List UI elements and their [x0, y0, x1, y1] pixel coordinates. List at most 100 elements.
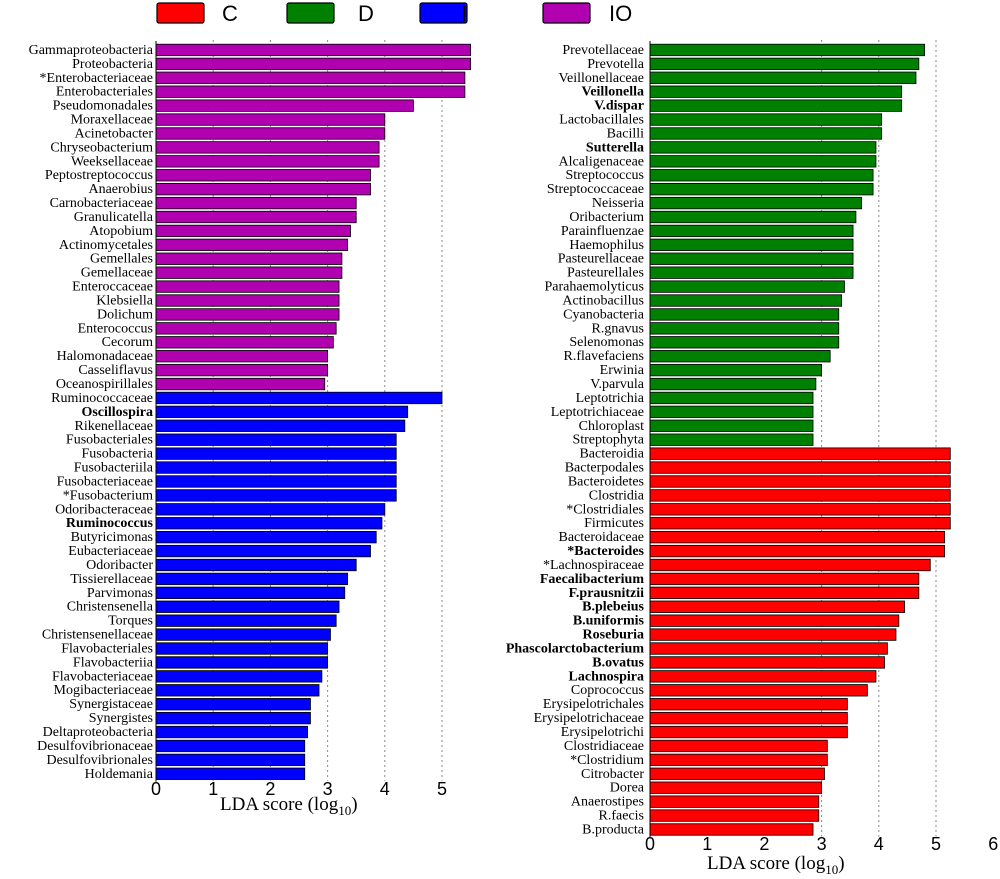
- right-bar-label-46: Coprococcus: [571, 683, 644, 698]
- left-bar-label-44: Flavobacteriia: [73, 655, 154, 670]
- left-bar-label-22: Halomonadaceae: [57, 349, 153, 364]
- right-bar-45: [649, 670, 877, 683]
- left-bar-39: [155, 586, 346, 599]
- right-x-axis-title-main: LDA score (log: [707, 853, 826, 874]
- left-bar-17: [155, 280, 340, 293]
- right-bar-label-36: *Bacteroides: [567, 544, 644, 559]
- left-bar-0: [155, 43, 472, 57]
- left-bar-label-40: Christensenella: [67, 600, 154, 615]
- right-bar-16: [649, 266, 854, 279]
- right-bar-label-15: Pasteurellaceae: [558, 252, 644, 267]
- right-bar-27: [649, 419, 814, 432]
- right-bar-12: [649, 210, 857, 224]
- right-bar-48: [649, 711, 848, 725]
- right-bar-label-45: Lachnospira: [569, 669, 644, 684]
- left-bar-11: [155, 196, 357, 210]
- right-bar-10: [649, 183, 874, 196]
- left-x-axis-title: LDA score (log10): [220, 794, 358, 818]
- right-bar-label-22: R.flavefaciens: [564, 349, 644, 364]
- left-bar-26: [155, 405, 409, 419]
- left-bar-43: [155, 642, 329, 655]
- left-x-axis-title-close: ): [351, 794, 357, 815]
- right-bar-7: [649, 141, 877, 154]
- left-bar-15: [155, 252, 343, 265]
- right-bar-label-11: Neisseria: [592, 196, 645, 211]
- left-bar-47: [155, 698, 311, 711]
- left-bar-label-45: Flavobacteriaceae: [52, 669, 153, 684]
- left-bar-label-33: Odoribacteraceae: [55, 502, 153, 517]
- right-bar-36: [649, 544, 945, 558]
- right-bar-24: [649, 377, 817, 391]
- left-bar-10: [155, 183, 371, 196]
- right-bar-label-35: Bacteroidaceae: [559, 530, 645, 545]
- right-bar-25: [649, 391, 814, 405]
- right-bar-49: [649, 725, 848, 739]
- left-bar-label-26: Oscillospira: [81, 405, 153, 420]
- left-bar-18: [155, 294, 340, 307]
- right-bar-label-29: Bacteroidia: [579, 447, 644, 462]
- left-bar-31: [155, 475, 397, 488]
- left-bar-label-24: Oceanospirillales: [56, 377, 153, 392]
- right-bar-label-23: Erwinia: [600, 363, 645, 378]
- right-xtick-5: 5: [931, 834, 941, 854]
- left-bar-label-42: Christensenellaceae: [42, 628, 153, 643]
- left-bar-3: [155, 85, 466, 98]
- left-bar-label-38: Tissierellaceae: [70, 572, 153, 587]
- right-bar-label-34: Firmicutes: [584, 516, 644, 531]
- right-bar-2: [649, 71, 917, 84]
- right-bar-3: [649, 85, 903, 98]
- right-bar-label-38: Faecalibacterium: [540, 572, 645, 587]
- right-xtick-3: 3: [817, 834, 827, 854]
- left-bar-52: [155, 767, 306, 780]
- right-bar-label-8: Alcaligenaceae: [559, 154, 645, 169]
- right-bar-label-0: Prevotellaceae: [562, 43, 644, 58]
- right-bar-39: [649, 586, 920, 599]
- right-bar-label-43: Phascolarctobacterium: [506, 641, 644, 656]
- left-bar-32: [155, 489, 397, 502]
- left-bar-22: [155, 350, 329, 363]
- left-bar-label-31: Fusobacteriaceae: [57, 474, 153, 489]
- left-bar-5: [155, 113, 386, 126]
- right-bar-label-2: Veillonellaceae: [558, 71, 644, 86]
- left-bar-1: [155, 57, 472, 71]
- legend-label-c: C: [222, 1, 238, 26]
- right-bar-9: [649, 169, 874, 182]
- left-bar-label-20: Enterococcus: [78, 321, 153, 336]
- right-bar-17: [649, 280, 845, 293]
- right-bar-31: [649, 475, 951, 488]
- right-bar-28: [649, 433, 814, 446]
- right-bar-label-52: Citrobacter: [581, 767, 644, 782]
- right-xtick-1: 1: [702, 834, 712, 854]
- legend-swatch-io: [542, 2, 591, 24]
- left-bar-41: [155, 614, 337, 627]
- left-xtick-4: 4: [380, 779, 390, 799]
- right-bar-47: [649, 698, 848, 711]
- left-bar-29: [155, 447, 397, 460]
- right-bar-label-10: Streptococcaceae: [547, 182, 644, 197]
- right-bar-label-55: R.faecis: [599, 809, 644, 824]
- left-bar-9: [155, 169, 371, 182]
- left-bar-label-49: Deltaproteobacteria: [43, 725, 154, 740]
- left-bar-46: [155, 684, 320, 697]
- left-bar-label-43: Flavobacteriales: [61, 641, 153, 656]
- right-bar-label-3: Veillonella: [582, 85, 645, 100]
- left-bar-45: [155, 670, 323, 683]
- left-bar-label-39: Parvimonas: [87, 586, 153, 601]
- right-bar-35: [649, 531, 945, 544]
- left-bar-35: [155, 531, 377, 544]
- right-bar-26: [649, 405, 814, 419]
- right-bar-51: [649, 753, 828, 767]
- left-x-axis-title-sub: 10: [338, 803, 351, 818]
- right-bar-label-26: Leptotrichiaceae: [551, 405, 644, 420]
- left-bar-label-19: Dolichum: [97, 307, 153, 322]
- right-bar-37: [649, 558, 931, 572]
- right-bar-56: [649, 823, 814, 836]
- left-bar-label-48: Synergistes: [89, 711, 153, 726]
- right-bar-46: [649, 684, 868, 697]
- right-bar-label-48: Erysipelotrichaceae: [534, 711, 644, 726]
- right-bar-label-33: *Clostridiales: [566, 502, 644, 517]
- right-bar-22: [649, 350, 831, 363]
- left-bar-34: [155, 517, 383, 530]
